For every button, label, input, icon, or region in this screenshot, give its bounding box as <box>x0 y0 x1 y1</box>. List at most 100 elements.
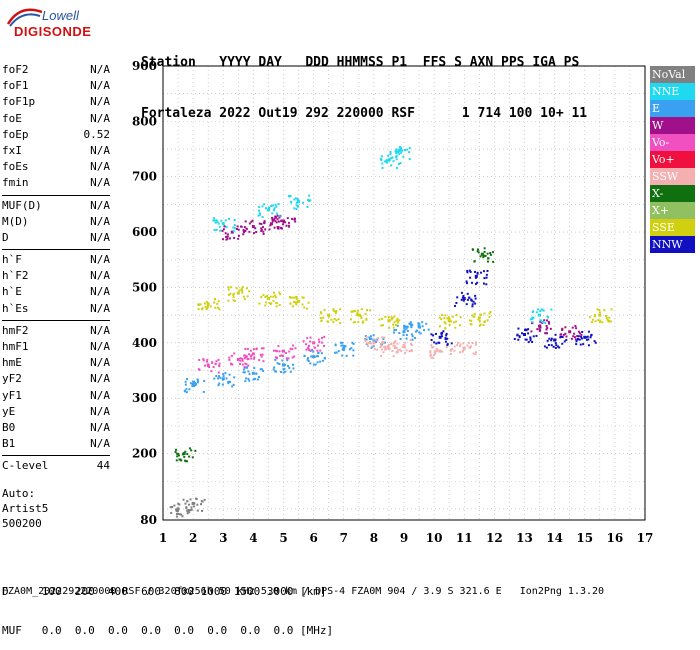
echo-speck <box>430 356 433 359</box>
echo-speck <box>460 291 463 294</box>
echo-speck <box>466 344 469 347</box>
echo-speck <box>213 377 216 380</box>
echo-point <box>297 200 301 204</box>
param-row: yF1 N/A <box>2 388 110 404</box>
echo-speck <box>390 343 393 346</box>
echo-speck <box>203 498 206 501</box>
echo-speck <box>249 349 252 352</box>
echo-speck <box>380 354 383 357</box>
echo-speck <box>527 341 530 344</box>
echo-speck <box>221 238 224 241</box>
echo-speck <box>605 315 608 318</box>
echo-speck <box>598 311 601 314</box>
param-label: M(D) <box>2 214 29 228</box>
echo-speck <box>248 379 251 382</box>
echo-speck <box>461 296 464 299</box>
echo-speck <box>196 378 199 381</box>
param-value: N/A <box>90 420 110 434</box>
echo-speck <box>542 309 545 312</box>
echo-speck <box>282 221 285 224</box>
echo-speck <box>274 296 277 299</box>
echo-point <box>236 291 240 295</box>
echo-traces <box>169 146 613 518</box>
echo-speck <box>388 347 391 350</box>
echo-speck <box>186 378 189 381</box>
echo-speck <box>188 503 191 506</box>
echo-speck <box>296 199 299 202</box>
echo-speck <box>371 345 374 348</box>
echo-speck <box>434 332 437 335</box>
param-row: foEp 0.52 <box>2 127 110 143</box>
x-tick-label: 16 <box>607 531 624 545</box>
param-value: N/A <box>90 437 110 451</box>
echo-speck <box>318 341 321 344</box>
echo-speck <box>254 227 257 230</box>
echo-speck <box>550 344 553 347</box>
echo-speck <box>303 306 306 309</box>
echo-speck <box>550 339 553 342</box>
echo-speck <box>208 366 211 369</box>
echo-speck <box>525 329 528 332</box>
echo-speck <box>445 334 448 337</box>
echo-speck <box>289 296 292 299</box>
echo-speck <box>538 328 541 331</box>
echo-speck <box>212 219 215 222</box>
echo-speck <box>574 324 577 327</box>
x-tick-label: 14 <box>546 531 563 545</box>
echo-speck <box>268 207 271 210</box>
echo-speck <box>233 218 236 221</box>
echo-speck <box>242 368 245 371</box>
param-value: N/A <box>90 285 110 299</box>
param-label: foEs <box>2 160 29 174</box>
echo-speck <box>271 212 274 215</box>
echo-speck <box>471 314 474 317</box>
echo-speck <box>486 252 489 255</box>
echo-speck <box>232 299 235 302</box>
echo-speck <box>275 370 278 373</box>
legend-item-e: E <box>650 100 695 117</box>
echo-speck <box>247 377 250 380</box>
echo-speck <box>271 220 274 223</box>
echo-speck <box>468 296 471 299</box>
echo-speck <box>384 160 387 163</box>
echo-speck <box>474 294 477 297</box>
echo-speck <box>564 332 567 335</box>
echo-speck <box>255 230 258 233</box>
echo-speck <box>449 352 452 355</box>
param-value: N/A <box>90 176 110 190</box>
echo-speck <box>468 346 471 349</box>
param-value: N/A <box>90 340 110 353</box>
echo-speck <box>531 311 534 314</box>
echo-speck <box>390 157 393 160</box>
echo-speck <box>396 317 399 320</box>
echo-speck <box>195 383 198 386</box>
echo-point <box>402 330 406 334</box>
echo-speck <box>485 276 488 279</box>
echo-point <box>312 341 316 345</box>
echo-speck <box>517 327 520 330</box>
echo-point <box>182 452 186 456</box>
echo-speck <box>293 218 296 221</box>
echo-speck <box>221 383 224 386</box>
echo-speck <box>393 331 396 334</box>
echo-speck <box>589 336 592 339</box>
echo-speck <box>460 298 463 301</box>
echo-speck <box>278 216 281 219</box>
echo-speck <box>339 321 342 324</box>
echo-speck <box>177 452 180 455</box>
echo-speck <box>395 148 398 151</box>
echo-speck <box>258 222 261 225</box>
echo-speck <box>410 323 413 326</box>
echo-speck <box>444 322 447 325</box>
echo-speck <box>599 319 602 322</box>
echo-speck <box>203 364 206 367</box>
echo-speck <box>395 158 398 161</box>
echo-point <box>266 297 270 301</box>
echo-speck <box>465 280 468 283</box>
echo-speck <box>395 152 398 155</box>
echo-speck <box>437 341 440 344</box>
echo-speck <box>524 338 527 341</box>
echo-speck <box>262 232 265 235</box>
echo-speck <box>360 317 363 320</box>
echo-speck <box>435 347 438 350</box>
